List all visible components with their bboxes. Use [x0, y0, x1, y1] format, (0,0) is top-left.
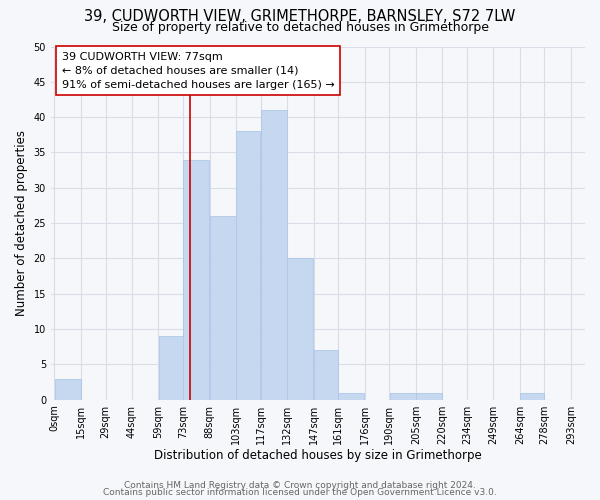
Bar	[389, 392, 416, 400]
Bar	[261, 110, 287, 400]
Bar	[158, 336, 183, 400]
Bar	[287, 258, 313, 400]
Bar	[210, 216, 236, 400]
Bar	[416, 392, 442, 400]
Bar	[338, 392, 364, 400]
Bar	[236, 132, 260, 400]
Bar	[55, 378, 80, 400]
Text: 39 CUDWORTH VIEW: 77sqm
← 8% of detached houses are smaller (14)
91% of semi-det: 39 CUDWORTH VIEW: 77sqm ← 8% of detached…	[62, 52, 334, 90]
Text: Size of property relative to detached houses in Grimethorpe: Size of property relative to detached ho…	[112, 21, 488, 34]
Text: 39, CUDWORTH VIEW, GRIMETHORPE, BARNSLEY, S72 7LW: 39, CUDWORTH VIEW, GRIMETHORPE, BARNSLEY…	[85, 9, 515, 24]
Y-axis label: Number of detached properties: Number of detached properties	[15, 130, 28, 316]
X-axis label: Distribution of detached houses by size in Grimethorpe: Distribution of detached houses by size …	[154, 450, 482, 462]
Bar	[314, 350, 338, 400]
Bar	[184, 160, 209, 400]
Text: Contains public sector information licensed under the Open Government Licence v3: Contains public sector information licen…	[103, 488, 497, 497]
Bar	[520, 392, 544, 400]
Text: Contains HM Land Registry data © Crown copyright and database right 2024.: Contains HM Land Registry data © Crown c…	[124, 481, 476, 490]
